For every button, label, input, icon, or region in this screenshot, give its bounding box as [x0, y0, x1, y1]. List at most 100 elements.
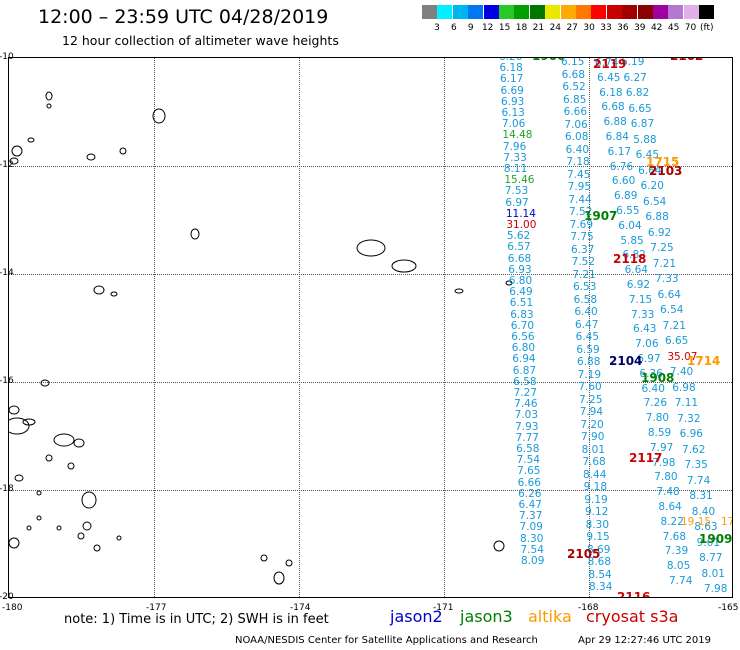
swh-value: 6.64	[624, 264, 648, 277]
swh-value: 7.95	[567, 181, 592, 193]
swh-value: 7.98	[652, 456, 676, 469]
swh-value: 7.90	[581, 431, 605, 443]
swh-value: 7.06	[635, 338, 659, 351]
legend-cryosat-s3a: cryosat s3a	[586, 607, 679, 626]
swh-value: 15.46	[504, 174, 535, 187]
longitude-label: -165	[718, 603, 739, 613]
swh-value: 9.12	[585, 506, 609, 518]
colorbar-swatch	[499, 5, 514, 19]
map-canvas[interactable]: 6.26 6.18 6.17 6.69 6.93 6.13 7.06 14.48 7.96 7.3…	[8, 57, 733, 598]
swh-value: 7.65	[517, 465, 541, 478]
swh-value: 6.40	[641, 382, 665, 395]
legend-jason3: jason3	[460, 607, 513, 626]
swh-value: 6.37	[571, 243, 595, 256]
island-shape	[77, 532, 85, 540]
track-time-label: 2104	[609, 354, 643, 368]
swh-value: 6.93	[500, 95, 525, 108]
island-shape	[9, 417, 30, 435]
track-time-label: 2103	[649, 164, 683, 178]
swh-value: 7.75	[570, 231, 594, 243]
island-shape	[86, 153, 96, 161]
legend-altika: altika	[528, 607, 572, 626]
longitude-label: -177	[146, 603, 167, 613]
island-shape	[81, 491, 97, 509]
swh-value: 6.65	[628, 102, 652, 115]
gridline-vertical	[444, 58, 445, 597]
swh-value: 6.97	[505, 196, 529, 209]
colorbar-swatch	[437, 5, 453, 19]
gridline-horizontal	[9, 490, 732, 491]
swh-value: 6.08	[565, 131, 589, 143]
colorbar-label: 42	[650, 23, 663, 33]
colorbar-swatch	[514, 5, 530, 19]
swh-value: 7.94	[579, 406, 604, 418]
swh-value: 8.63	[694, 521, 718, 533]
swh-value: 31.00	[506, 219, 537, 231]
island-shape	[27, 137, 35, 143]
swh-value: 7.19	[577, 368, 602, 381]
swh-value: 8.44	[583, 468, 607, 481]
longitude-label: -174	[290, 603, 311, 613]
map-subtitle: 12 hour collection of altimeter wave hei…	[62, 33, 339, 48]
island-shape	[22, 418, 36, 426]
swh-value: 6.26	[499, 57, 523, 63]
swh-value: 8.01	[701, 567, 725, 580]
latitude-label: -10	[0, 52, 14, 62]
island-shape	[356, 239, 386, 257]
island-shape	[260, 554, 268, 562]
swh-value: 35.07	[667, 350, 698, 363]
swh-value: 6.49	[509, 286, 533, 299]
track-time-label: 2105	[567, 547, 601, 561]
island-shape	[93, 544, 101, 552]
swh-value: 7.54	[520, 543, 544, 556]
swh-value: 6.69	[500, 84, 524, 97]
footer-timestamp: Apr 29 12:27:46 UTC 2019	[578, 635, 711, 646]
colorbar-swatch	[560, 5, 576, 19]
map-title: 12:00 – 23:59 UTC 04/28/2019	[38, 6, 329, 28]
swh-value: 9.18	[583, 481, 608, 493]
colorbar-unit: (ft)	[700, 23, 714, 33]
island-shape	[36, 515, 42, 521]
swh-value: 6.56	[511, 331, 535, 343]
island-shape	[285, 559, 293, 567]
colorbar-label: 21	[532, 23, 545, 33]
swh-value: 6.40	[574, 306, 598, 318]
swh-value: 11.14	[505, 207, 536, 220]
colorbar-swatch	[699, 5, 715, 19]
swh-value: 6.17	[499, 73, 524, 86]
swh-value: 6.47	[518, 499, 542, 511]
swh-value: 7.45	[567, 168, 591, 181]
track-time-label: 1908	[641, 371, 675, 385]
swh-value: 7.46	[514, 398, 538, 411]
swh-value: 7.93	[515, 420, 539, 433]
island-shape	[9, 157, 19, 165]
swh-value: 6.93	[508, 263, 532, 276]
swh-value: 8.68	[587, 556, 612, 568]
swh-value: 6.58	[516, 443, 540, 455]
swh-value: 7.37	[519, 510, 543, 523]
swh-value: 6.45	[597, 71, 621, 84]
swh-value: 6.45	[575, 331, 600, 343]
swh-value: 6.15	[561, 57, 585, 68]
island-shape	[505, 280, 513, 286]
swh-value: 7.21	[662, 319, 686, 332]
colorbar-label: 70	[684, 23, 697, 33]
gridline-vertical	[299, 58, 300, 597]
track-time-label: 2117	[629, 451, 663, 465]
swh-value: 7.35	[684, 459, 708, 471]
swh-value: 7.21	[572, 268, 596, 281]
swh-value: 7.40	[669, 366, 694, 378]
swh-value: 7.62	[682, 443, 706, 456]
swh-value: 7.68	[662, 530, 687, 543]
swh-value: 6.27	[623, 71, 647, 84]
gridline-horizontal	[9, 274, 732, 275]
colorbar-swatch	[576, 5, 591, 19]
island-shape	[391, 259, 417, 273]
colorbar-swatch	[668, 5, 684, 19]
swh-value: 6.97	[637, 353, 661, 365]
colorbar-label: 27	[566, 23, 578, 33]
swh-value: 7.32	[677, 412, 701, 425]
swh-value: 6.64	[657, 288, 681, 301]
colorbar-swatch	[483, 5, 499, 19]
colorbar-label: 9	[467, 23, 474, 33]
